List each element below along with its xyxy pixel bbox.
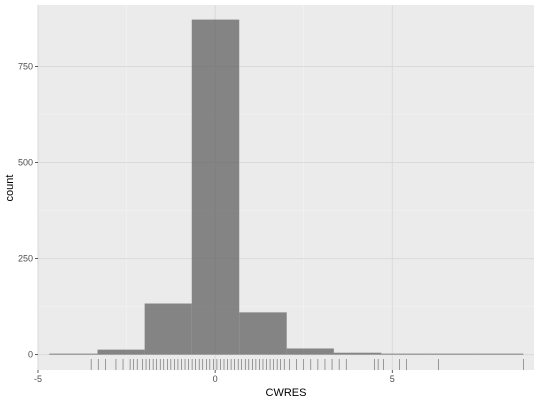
- x-tick-label: 5: [390, 374, 395, 384]
- panel-background: [38, 5, 534, 370]
- histogram-bar: [333, 352, 382, 355]
- axes: 0 250 500 750 -5 0 5: [18, 61, 395, 384]
- histogram-bar: [428, 353, 476, 355]
- histogram-bar: [97, 349, 145, 355]
- y-tick-label: 250: [18, 254, 33, 264]
- histogram-bar: [49, 353, 98, 355]
- histogram-bar: [191, 19, 240, 355]
- histogram-bar: [381, 353, 429, 355]
- histogram-bars: [49, 19, 524, 355]
- y-tick-label: 500: [18, 158, 33, 168]
- x-axis-title: CWRES: [266, 387, 307, 399]
- histogram-bar: [239, 312, 287, 355]
- y-tick-label: 750: [18, 61, 33, 71]
- x-tick-label: -5: [34, 374, 42, 384]
- rug-marks: [90, 359, 524, 370]
- histogram-bar: [144, 303, 192, 355]
- histogram-bar: [286, 348, 334, 355]
- histogram-bar: [475, 353, 524, 355]
- y-tick-label: 0: [28, 350, 33, 360]
- x-tick-label: 0: [213, 374, 218, 384]
- y-axis-title: count: [4, 175, 16, 202]
